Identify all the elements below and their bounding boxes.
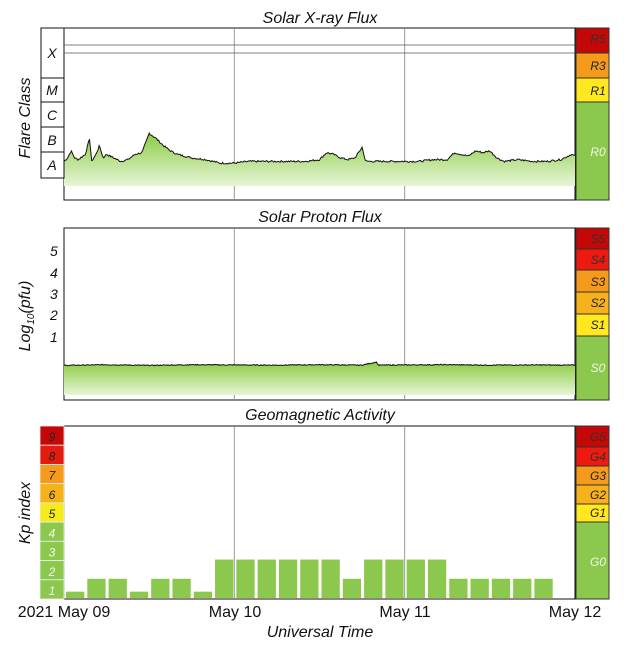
kp-bar [406, 559, 425, 598]
proton-y-ticks: 5 4 3 2 1 [49, 243, 58, 345]
geomagnetic-storm-scale: G5 G4 G3 G2 G1 G0 [575, 425, 610, 600]
proton-tick: 1 [50, 329, 58, 345]
kp-bar [66, 591, 85, 598]
flare-class-label: A [46, 157, 56, 173]
geomag-title: Geomagnetic Activity [245, 407, 396, 424]
proton-ylabel-unit: (pfu) [17, 281, 34, 314]
kp-level-label: 9 [49, 430, 56, 444]
kp-bar [278, 559, 298, 598]
kp-level-label: 5 [49, 507, 56, 521]
kp-bar [342, 578, 362, 598]
kp-bar [427, 559, 447, 598]
kp-level-label: 8 [49, 449, 56, 463]
scale-r0 [575, 101, 610, 201]
proton-ylabel-main: Log [17, 325, 34, 352]
xray-ylabel: Flare Class [17, 78, 34, 159]
scale-label-s0: S0 [591, 361, 606, 375]
kp-bar [513, 578, 532, 598]
kp-bar [364, 559, 383, 598]
kp-bar [193, 591, 213, 598]
x-axis-label: Universal Time [267, 624, 374, 641]
kp-bar [491, 578, 511, 598]
proton-ylabel: Log10(pfu) [17, 281, 37, 352]
scale-label-s5: S5 [591, 232, 606, 246]
kp-bar [108, 578, 127, 598]
kp-level-box [39, 579, 65, 600]
scale-label-s3: S3 [591, 275, 606, 289]
kp-level-label: 6 [49, 488, 56, 502]
proton-flux-line [63, 361, 576, 367]
kp-bar [172, 578, 191, 598]
flare-class-label: B [47, 132, 56, 148]
radiation-storm-scale: S5 S4 S3 S2 S1 S0 [575, 227, 610, 401]
scale-r5 [575, 27, 610, 54]
x-tick-label: 2021 May 09 [18, 604, 111, 621]
scale-r3 [575, 52, 610, 79]
flare-class-label: C [47, 107, 58, 123]
kp-level-label: 1 [49, 584, 56, 598]
kp-axis: 9 8 7 6 5 4 3 2 1 [39, 425, 65, 600]
scale-label-r5: R5 [590, 32, 606, 46]
kp-level-label: 3 [49, 546, 56, 560]
kp-bar [300, 559, 319, 598]
flare-class-axis: X M C B A [40, 27, 65, 179]
proton-ylabel-sub: 10 [26, 313, 37, 325]
kp-bar [236, 559, 255, 598]
scale-label-s2: S2 [591, 296, 606, 310]
flare-class-box [40, 27, 65, 179]
scale-label-g0: G0 [590, 555, 606, 569]
x-tick-label: May 11 [379, 604, 430, 621]
kp-bar [151, 578, 170, 598]
kp-bars [66, 559, 553, 598]
scale-label-r1: R1 [590, 84, 605, 98]
x-tick-label: May 10 [209, 604, 262, 621]
kp-bar [385, 559, 404, 598]
scale-r1 [575, 77, 610, 103]
kp-level-label: 7 [49, 469, 57, 483]
flare-class-label: X [46, 45, 57, 61]
scale-g0 [575, 521, 610, 600]
kp-level-label: 4 [49, 526, 56, 540]
scale-label-s1: S1 [591, 318, 606, 332]
proton-tick: 5 [50, 243, 58, 259]
geomag-grid [233, 427, 406, 598]
scale-label-r3: R3 [590, 59, 606, 73]
xray-title: Solar X-ray Flux [263, 10, 379, 27]
proton-tick: 4 [50, 265, 58, 281]
kp-bar [470, 578, 489, 598]
kp-level-label: 2 [48, 565, 56, 579]
kp-bar [449, 578, 468, 598]
scale-label-g4: G4 [590, 450, 606, 464]
xray-flux-area [64, 133, 575, 186]
kp-bar [215, 559, 234, 598]
kp-bar [257, 559, 276, 598]
kp-bar [321, 559, 340, 598]
scale-s0 [575, 335, 610, 401]
flare-class-label: M [46, 82, 58, 98]
radio-blackout-scale: R5 R3 R1 R0 [64, 27, 610, 201]
proton-tick: 2 [49, 307, 58, 323]
scale-label-g2: G2 [590, 488, 606, 502]
geomag-frame [63, 425, 576, 600]
geomag-ylabel: Kp index [17, 481, 34, 544]
x-tick-label: May 12 [549, 604, 602, 621]
kp-bar [87, 578, 106, 598]
proton-title: Solar Proton Flux [258, 209, 383, 226]
kp-bar [129, 591, 149, 598]
scale-label-g5: G5 [590, 430, 606, 444]
scale-label-g3: G3 [590, 469, 606, 483]
proton-flux-area [64, 362, 575, 395]
scale-label-g1: G1 [590, 506, 606, 520]
scale-label-s4: S4 [591, 253, 606, 267]
scale-label-r0: R0 [590, 145, 606, 159]
kp-bar [534, 578, 553, 598]
xray-flux-line [63, 132, 575, 165]
proton-tick: 3 [50, 286, 58, 302]
